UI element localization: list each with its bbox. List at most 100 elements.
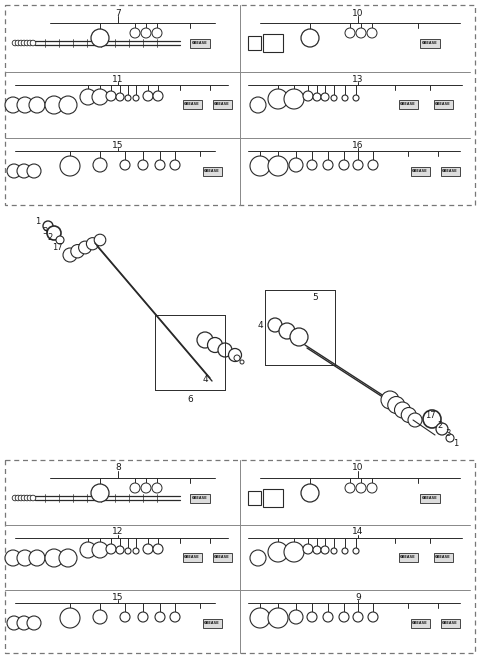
- Text: 2: 2: [48, 234, 53, 243]
- Circle shape: [331, 95, 337, 101]
- Circle shape: [307, 160, 317, 170]
- Circle shape: [80, 89, 96, 105]
- Circle shape: [43, 221, 53, 231]
- Circle shape: [93, 610, 107, 624]
- Circle shape: [218, 343, 232, 357]
- Text: 1: 1: [454, 438, 458, 447]
- Text: 2: 2: [437, 420, 443, 430]
- Circle shape: [290, 328, 308, 346]
- Text: 8: 8: [115, 464, 121, 472]
- Circle shape: [381, 391, 399, 409]
- Circle shape: [207, 337, 223, 352]
- Bar: [433, 552, 453, 562]
- Circle shape: [116, 93, 124, 101]
- Bar: [203, 167, 221, 176]
- Circle shape: [155, 612, 165, 622]
- Text: 9: 9: [355, 592, 361, 602]
- Circle shape: [284, 542, 304, 562]
- Circle shape: [303, 91, 313, 101]
- Bar: [5, 460, 475, 653]
- Text: 10: 10: [352, 9, 364, 18]
- Circle shape: [423, 410, 441, 428]
- Circle shape: [323, 612, 333, 622]
- Text: 17: 17: [425, 411, 435, 419]
- Circle shape: [321, 93, 329, 101]
- Circle shape: [30, 40, 36, 46]
- Circle shape: [79, 241, 91, 254]
- Circle shape: [356, 483, 366, 493]
- Circle shape: [130, 28, 140, 38]
- Bar: [410, 167, 430, 176]
- Text: GREASE: GREASE: [214, 102, 230, 106]
- Circle shape: [313, 546, 321, 554]
- Circle shape: [446, 434, 454, 442]
- Text: 7: 7: [115, 9, 121, 18]
- Text: 17: 17: [52, 243, 62, 253]
- Text: 15: 15: [112, 140, 124, 150]
- Circle shape: [395, 402, 410, 418]
- Circle shape: [12, 40, 18, 46]
- Circle shape: [59, 96, 77, 114]
- Circle shape: [284, 89, 304, 109]
- Bar: [213, 552, 231, 562]
- Circle shape: [368, 160, 378, 170]
- Circle shape: [250, 156, 270, 176]
- Bar: [398, 100, 418, 108]
- Circle shape: [125, 95, 131, 101]
- Circle shape: [27, 40, 33, 46]
- Text: 10: 10: [352, 464, 364, 472]
- Circle shape: [356, 28, 366, 38]
- Text: GREASE: GREASE: [400, 555, 416, 559]
- Circle shape: [45, 96, 63, 114]
- Circle shape: [301, 29, 319, 47]
- Bar: [263, 34, 283, 52]
- Bar: [248, 491, 261, 505]
- Text: 3: 3: [445, 430, 451, 438]
- Circle shape: [47, 226, 61, 240]
- Circle shape: [353, 548, 359, 554]
- Text: GREASE: GREASE: [442, 621, 458, 625]
- Circle shape: [170, 160, 180, 170]
- Circle shape: [268, 156, 288, 176]
- Bar: [213, 100, 231, 108]
- Circle shape: [7, 164, 21, 178]
- Circle shape: [339, 160, 349, 170]
- Circle shape: [125, 548, 131, 554]
- Circle shape: [21, 495, 27, 501]
- Bar: [420, 39, 440, 47]
- Circle shape: [289, 610, 303, 624]
- Circle shape: [268, 542, 288, 562]
- Circle shape: [21, 40, 27, 46]
- Circle shape: [268, 89, 288, 109]
- Text: GREASE: GREASE: [214, 555, 230, 559]
- Bar: [190, 39, 210, 47]
- Text: GREASE: GREASE: [184, 102, 200, 106]
- Circle shape: [92, 542, 108, 558]
- Circle shape: [303, 544, 313, 554]
- Circle shape: [17, 550, 33, 566]
- Circle shape: [29, 97, 45, 113]
- Circle shape: [106, 91, 116, 101]
- Text: GREASE: GREASE: [204, 169, 220, 173]
- Circle shape: [60, 156, 80, 176]
- Circle shape: [24, 40, 30, 46]
- Circle shape: [17, 616, 31, 630]
- Circle shape: [289, 158, 303, 172]
- Circle shape: [313, 93, 321, 101]
- Circle shape: [17, 164, 31, 178]
- Circle shape: [80, 542, 96, 558]
- Circle shape: [141, 483, 151, 493]
- Circle shape: [250, 550, 266, 566]
- Circle shape: [353, 160, 363, 170]
- Bar: [398, 552, 418, 562]
- Circle shape: [116, 546, 124, 554]
- Circle shape: [106, 544, 116, 554]
- Circle shape: [339, 612, 349, 622]
- Text: 12: 12: [112, 527, 124, 537]
- Circle shape: [30, 495, 36, 501]
- Bar: [182, 100, 202, 108]
- Circle shape: [197, 332, 213, 348]
- Circle shape: [342, 548, 348, 554]
- Circle shape: [93, 158, 107, 172]
- Text: 4: 4: [257, 321, 263, 329]
